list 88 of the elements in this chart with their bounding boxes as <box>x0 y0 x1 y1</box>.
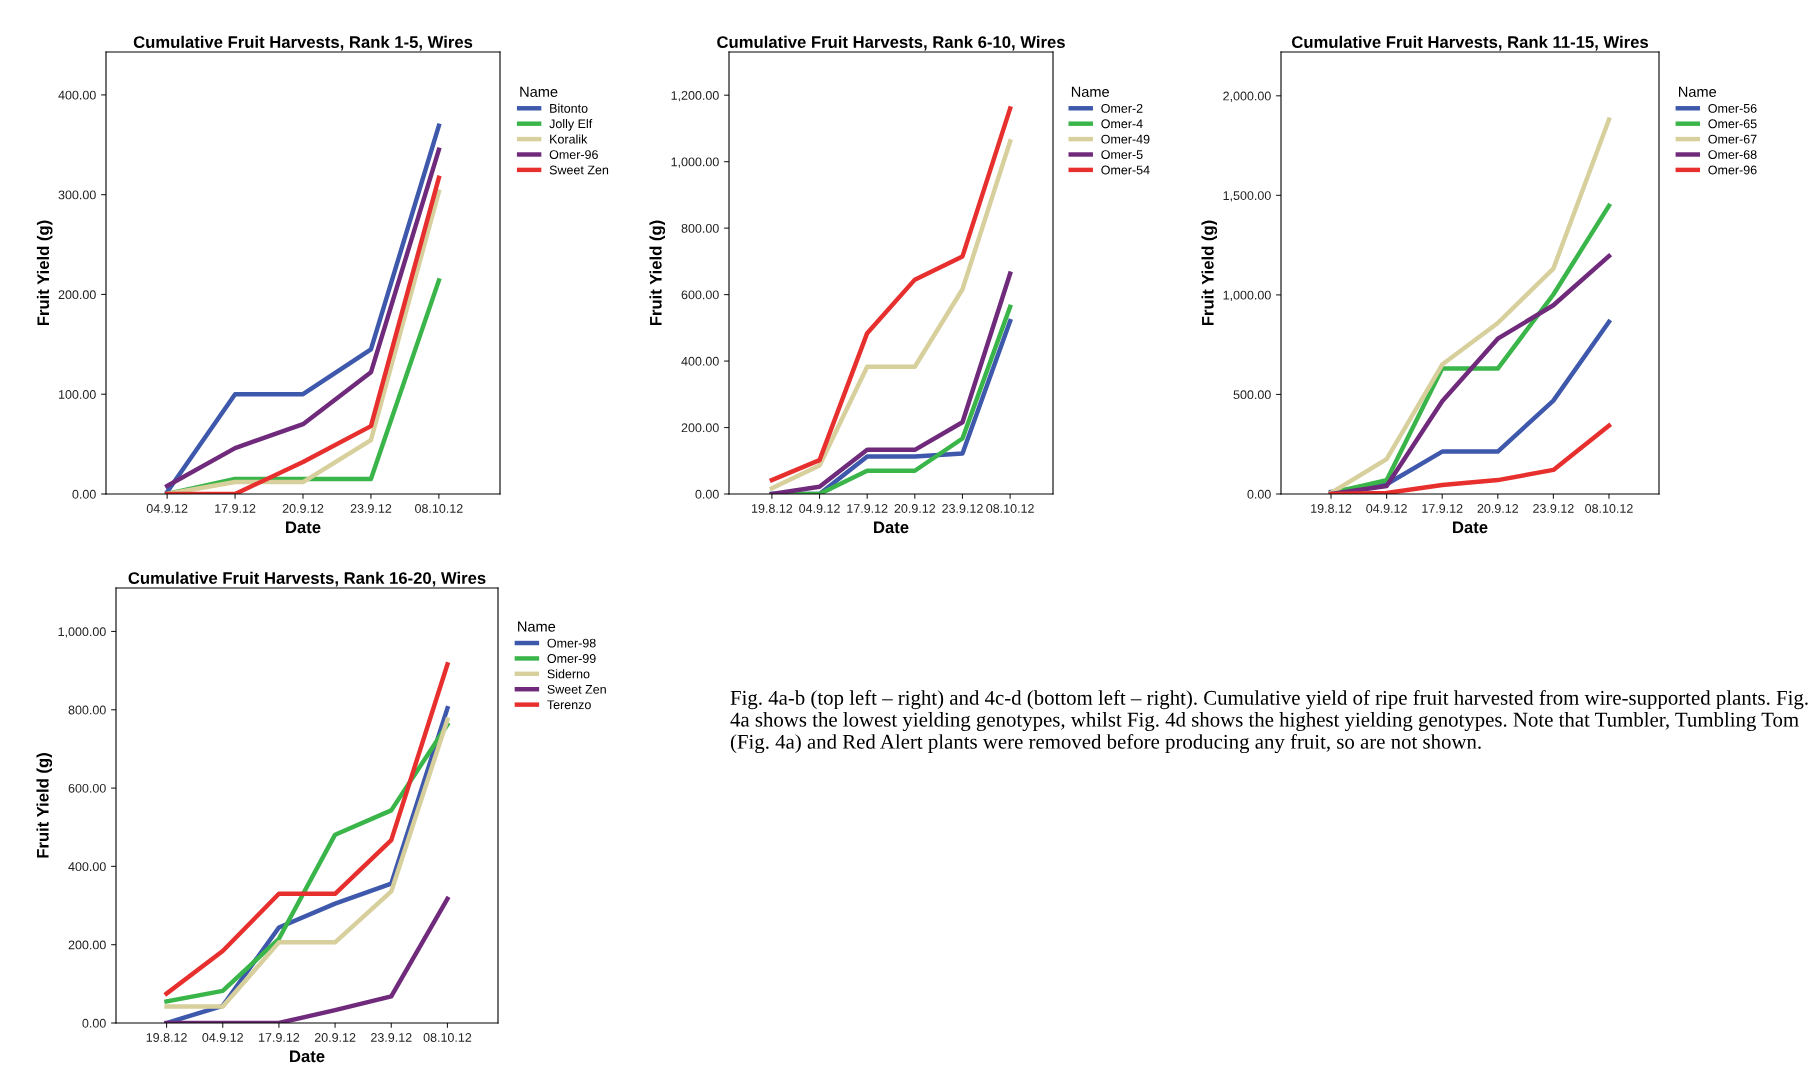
y-tick-label: 800.00 <box>68 705 106 715</box>
y-axis-title: Fruit Yield (g) <box>1201 220 1218 326</box>
x-tick-label: 17.9.12 <box>259 1033 300 1042</box>
x-tick-label: 20.9.12 <box>314 1033 356 1042</box>
y-tick-label: 400.00 <box>68 862 106 872</box>
legend-label: Omer-56 <box>1708 103 1757 113</box>
legend-label: Omer-68 <box>1708 150 1757 159</box>
x-tick-label: 19.8.12 <box>751 504 793 513</box>
y-tick-label: 1,000.00 <box>1223 290 1271 302</box>
x-tick-label: 08.10.12 <box>1585 504 1633 513</box>
legend-label: Omer-98 <box>547 638 596 648</box>
x-tick-label: 04.9.12 <box>1366 504 1407 513</box>
y-tick-label: 0.00 <box>695 489 719 499</box>
legend-label: Omer-65 <box>1708 119 1757 129</box>
x-tick-label: 19.8.12 <box>1311 504 1352 513</box>
y-tick-label: 1,000.00 <box>58 627 106 638</box>
chart-title: Cumulative Fruit Harvests, Rank 1-5, Wires <box>133 35 473 51</box>
y-tick-label: 400.00 <box>681 356 719 366</box>
y-tick-label: 800.00 <box>681 223 719 233</box>
legend-label: Omer-4 <box>1101 119 1143 129</box>
x-tick-label: 08.10.12 <box>986 504 1034 513</box>
x-axis-title: Date <box>290 1050 325 1063</box>
x-tick-label: 23.9.12 <box>371 1033 412 1042</box>
chart-title: Cumulative Fruit Harvests, Rank 16-20, Wires <box>128 571 486 587</box>
y-tick-label: 400.00 <box>58 90 96 100</box>
x-tick-label: 20.9.12 <box>282 504 324 513</box>
y-tick-label: 1,000.00 <box>671 157 719 168</box>
y-tick-label: 100.00 <box>59 390 96 399</box>
x-tick-label: 08.10.12 <box>415 504 463 513</box>
y-axis-title: Fruit Yield (g) <box>36 753 53 858</box>
x-tick-label: 04.9.12 <box>202 1033 243 1042</box>
x-tick-label: 19.8.12 <box>146 1033 187 1042</box>
legend-label: Omer-54 <box>1101 165 1150 175</box>
legend-title: Name <box>1679 86 1717 97</box>
y-tick-label: 200.00 <box>58 290 96 300</box>
y-tick-label: 600.00 <box>68 783 106 793</box>
y-tick-label: 1,500.00 <box>1223 191 1271 202</box>
y-tick-label: 600.00 <box>681 290 719 300</box>
legend-label: Omer-5 <box>1101 150 1143 159</box>
legend-label: Omer-49 <box>1101 134 1150 144</box>
x-tick-label: 23.9.12 <box>942 504 983 513</box>
y-axis-title: Fruit Yield (g) <box>649 220 666 326</box>
legend-label: Omer-96 <box>1708 165 1757 175</box>
legend-title: Name <box>520 86 558 97</box>
line-series <box>1328 203 1612 494</box>
x-axis-title: Date <box>286 521 321 534</box>
x-tick-label: 04.9.12 <box>146 504 188 513</box>
y-tick-label: 200.00 <box>681 423 719 433</box>
legend-label: Omer-96 <box>549 150 598 159</box>
x-tick-label: 08.10.12 <box>423 1033 472 1042</box>
line-series <box>1328 117 1612 494</box>
x-tick-label: 04.9.12 <box>799 504 840 513</box>
y-tick-label: 200.00 <box>68 940 106 950</box>
chart-title: Cumulative Fruit Harvests, Rank 6-10, Wires <box>717 35 1065 51</box>
y-axis-title: Fruit Yield (g) <box>36 220 53 326</box>
x-axis-title: Date <box>874 521 909 534</box>
legend-title: Name <box>518 621 556 632</box>
legend-label: Siderno <box>547 669 590 679</box>
legend-label: Koralik <box>550 134 588 144</box>
legend-label: Sweet Zen <box>547 684 606 694</box>
x-axis-title: Date <box>1453 521 1488 534</box>
line-series <box>164 896 450 1023</box>
line-series <box>164 662 450 996</box>
legend-label: Omer-67 <box>1708 134 1757 144</box>
y-tick-label: 0.00 <box>1247 489 1271 499</box>
legend-label: Terenzo <box>547 700 591 710</box>
x-tick-label: 17.9.12 <box>1422 504 1463 513</box>
legend-label: Omer-2 <box>1101 103 1143 113</box>
legend-label: Sweet Zen <box>549 165 609 175</box>
x-tick-label: 17.9.12 <box>215 504 256 513</box>
x-tick-label: 23.9.12 <box>350 504 392 513</box>
y-tick-label: 0.00 <box>82 1018 106 1028</box>
caption: Fig. 4a-b (top left – right) and 4c-d (bottom left – right). Cumulative yield of ripe fruit harvested from wire-supported plants. Fig. 4a shows the lowest yielding genotypes, whilst Fig. 4d shows the highest yielding genotypes. Note that Tumbler, Tumbling Tom (Fig. 4a) and Red Alert plants were removed before producing any fruit, so are not shown. <box>730 690 1808 754</box>
y-tick-label: 1,200.00 <box>671 91 719 102</box>
line-series <box>1328 423 1612 494</box>
y-tick-label: 0.00 <box>72 489 96 499</box>
legend-label: Omer-99 <box>547 654 596 663</box>
x-tick-label: 20.9.12 <box>894 504 936 513</box>
y-tick-label: 500.00 <box>1233 390 1271 400</box>
legend-title: Name <box>1071 86 1109 97</box>
x-tick-label: 17.9.12 <box>847 504 888 513</box>
y-tick-label: 2,000.00 <box>1223 91 1271 102</box>
x-tick-label: 23.9.12 <box>1533 504 1574 513</box>
y-tick-label: 300.00 <box>58 190 96 200</box>
legend-label: Jolly Elf <box>549 119 593 131</box>
x-tick-label: 20.9.12 <box>1477 504 1519 513</box>
legend-label: Bitonto <box>550 103 588 113</box>
chart-title: Cumulative Fruit Harvests, Rank 11-15, Wires <box>1291 35 1649 51</box>
